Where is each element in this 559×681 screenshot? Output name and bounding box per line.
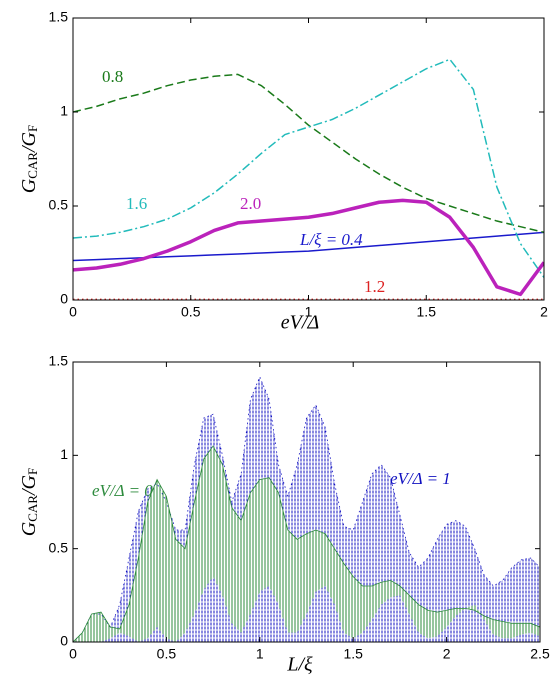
envelope (73, 445, 540, 642)
y-axis-label-part: F (25, 468, 40, 475)
plot-area (73, 58, 544, 300)
x-axis-label: eV/Δ (281, 312, 319, 334)
y-axis-label-part: / (18, 144, 40, 153)
curve (73, 198, 544, 297)
oscillation-band (73, 446, 540, 642)
y-tick-label: 0.5 (49, 197, 69, 213)
curve-label: eV/Δ = 0 (92, 481, 153, 500)
x-axis-label: L/ξ (286, 654, 313, 676)
envelope (73, 375, 540, 642)
curve-label: 1.6 (126, 194, 147, 213)
x-tick-label: 1 (305, 304, 313, 320)
y-axis-label-part: F (25, 125, 40, 132)
x-tick-label: 2.5 (530, 646, 550, 662)
curve-label: 1.2 (364, 277, 385, 296)
axes-frame (72, 361, 541, 643)
curve (73, 58, 544, 278)
curve-label: L/ξ = 0.4 (299, 230, 363, 249)
y-tick-label: 1.5 (49, 9, 69, 25)
y-tick-label: 1.5 (49, 353, 69, 369)
x-tick-label: 0.5 (181, 304, 201, 320)
y-tick-label: 0 (60, 633, 68, 649)
y-axis-label-part: CAR (25, 152, 40, 179)
curve-label: 2.0 (240, 194, 261, 213)
x-tick-label: 1.5 (343, 646, 363, 662)
y-axis-label-part: / (18, 487, 40, 496)
y-axis-label-part: CAR (25, 495, 40, 522)
y-tick-label: 0 (60, 291, 68, 307)
y-axis-label-part: G (18, 521, 40, 536)
x-tick-label: 1 (256, 646, 264, 662)
y-axis-label-part: G (18, 131, 40, 146)
curve (73, 73, 544, 234)
x-tick-label: 0 (69, 304, 77, 320)
y-tick-label: 0.5 (49, 539, 69, 555)
y-axis-label: GCAR/GF (18, 125, 40, 193)
x-tick-label: 0.5 (157, 646, 177, 662)
y-tick-label: 1 (60, 446, 68, 462)
curve-label: eV/Δ = 1 (390, 469, 451, 488)
curve-label: 0.8 (102, 67, 123, 86)
x-tick-label: 1.5 (417, 304, 437, 320)
plot-area (73, 375, 540, 642)
x-tick-label: 2 (443, 646, 451, 662)
y-axis-label-part: G (18, 178, 40, 193)
y-tick-label: 1 (60, 103, 68, 119)
y-axis-label: GCAR/GF (18, 468, 40, 536)
y-axis-label-part: G (18, 474, 40, 489)
x-tick-label: 0 (69, 646, 77, 662)
x-tick-label: 2 (540, 304, 548, 320)
